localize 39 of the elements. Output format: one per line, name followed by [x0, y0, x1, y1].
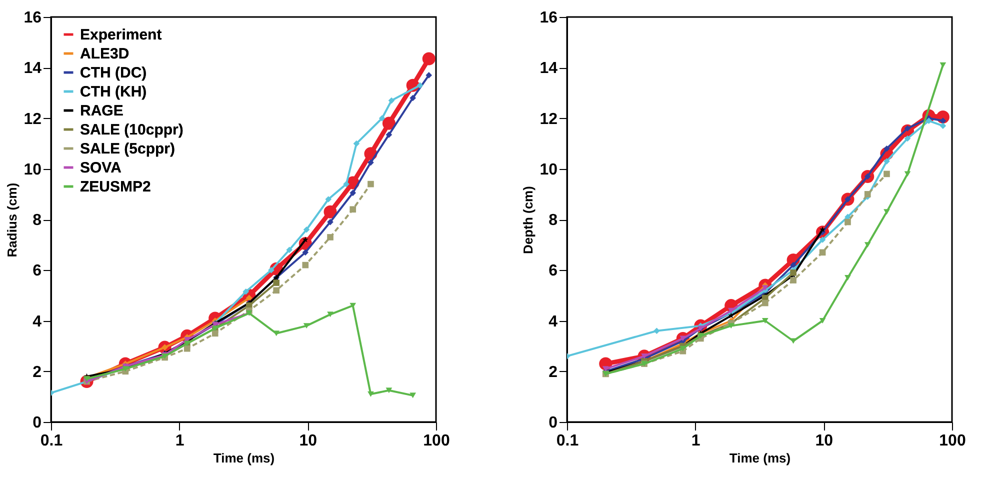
y-tick-label: 14: [24, 60, 42, 78]
y-tick-label: 10: [24, 161, 42, 178]
legend-label: ZEUSMP2: [80, 178, 151, 196]
legend-label: Experiment: [80, 26, 162, 44]
legend-label: SOVA: [80, 160, 122, 176]
y-tick-label: 0: [548, 414, 558, 432]
y-tick-label: 6: [548, 262, 558, 280]
x-tick-label: 1: [175, 432, 184, 450]
x-axis-title: Time (ms): [729, 450, 791, 466]
legend-label: SALE (10cppr): [80, 122, 184, 138]
x-tick-label: 1: [691, 432, 700, 450]
y-axis-title: Depth (cm): [520, 186, 536, 254]
legend-label: CTH (KH): [80, 84, 147, 100]
y-tick-label: 16: [540, 10, 558, 26]
y-tick-label: 16: [24, 10, 42, 26]
y-tick-label: 10: [540, 161, 558, 178]
y-tick-label: 2: [32, 364, 42, 381]
x-tick-label: 10: [815, 432, 834, 450]
legend-label: SALE (5cppr): [80, 140, 176, 158]
x-tick-label: 0.1: [556, 432, 579, 450]
x-tick-label: 0.1: [40, 432, 63, 450]
y-tick-label: 2: [548, 364, 558, 381]
x-axis-title: Time (ms): [213, 450, 275, 466]
y-tick-label: 4: [548, 313, 558, 330]
legend-label: CTH (DC): [80, 64, 147, 82]
y-tick-label: 12: [540, 110, 558, 128]
y-tick-label: 14: [540, 60, 558, 78]
y-tick-label: 12: [24, 110, 42, 128]
x-tick-label: 10: [299, 432, 318, 450]
y-tick-label: 6: [32, 262, 42, 280]
y-axis-title: Radius (cm): [4, 182, 20, 258]
y-tick-label: 8: [548, 212, 558, 229]
legend-label: RAGE: [80, 102, 124, 120]
legend-label: ALE3D: [80, 46, 130, 62]
y-tick-label: 8: [32, 212, 42, 229]
y-tick-label: 4: [32, 313, 42, 330]
x-tick-label: 100: [423, 432, 450, 450]
y-tick-label: 0: [32, 414, 42, 432]
x-tick-label: 100: [939, 432, 966, 450]
